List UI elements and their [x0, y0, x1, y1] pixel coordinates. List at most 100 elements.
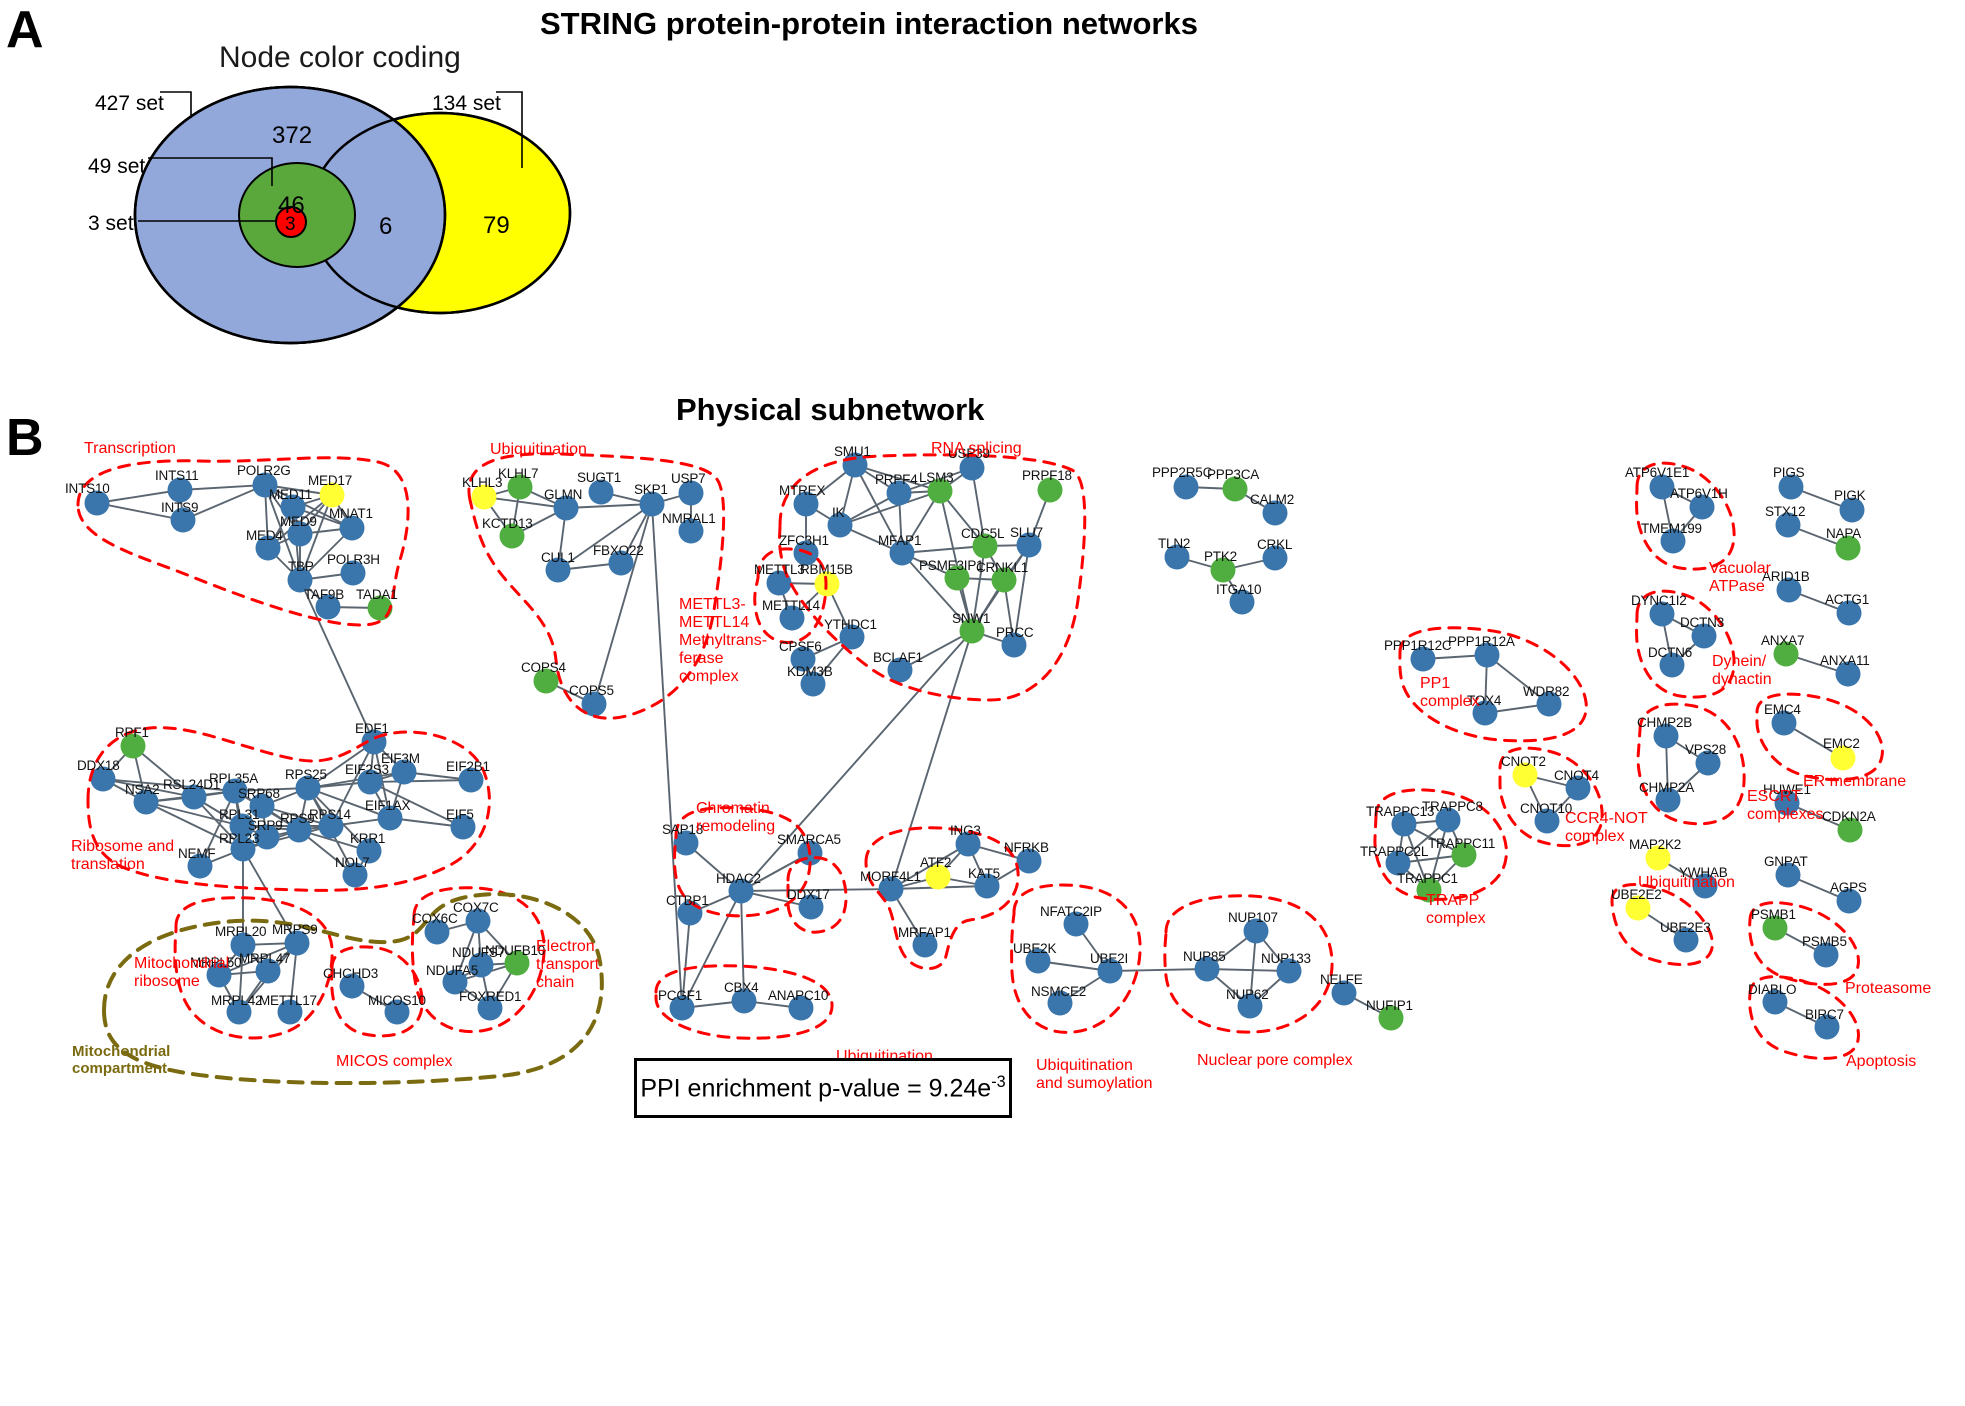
protein-node-slu7[interactable]: [1016, 532, 1042, 558]
protein-node-napa[interactable]: [1835, 535, 1861, 561]
protein-node-mrpl42[interactable]: [226, 999, 252, 1025]
protein-node-cops4[interactable]: [533, 668, 559, 694]
protein-node-nsa2[interactable]: [133, 789, 159, 815]
protein-node-ints9[interactable]: [170, 507, 196, 533]
protein-node-med17[interactable]: [319, 482, 345, 508]
protein-node-usp39[interactable]: [959, 455, 985, 481]
protein-node-med9[interactable]: [287, 521, 313, 547]
protein-node-cdc5l[interactable]: [972, 533, 998, 559]
protein-node-rsl24d1[interactable]: [181, 784, 207, 810]
protein-node-rpl23[interactable]: [230, 836, 256, 862]
protein-node-mtrex[interactable]: [793, 491, 819, 517]
protein-node-trappc1[interactable]: [1416, 877, 1442, 903]
protein-node-klhl3[interactable]: [471, 484, 497, 510]
protein-node-birc7[interactable]: [1814, 1014, 1840, 1040]
protein-node-nmral1[interactable]: [678, 518, 704, 544]
protein-node-mnat1[interactable]: [339, 515, 365, 541]
protein-node-wdr82[interactable]: [1536, 691, 1562, 717]
protein-node-cdkn2a[interactable]: [1837, 817, 1863, 843]
protein-node-ing3[interactable]: [955, 831, 981, 857]
protein-node-pcgf1[interactable]: [669, 995, 695, 1021]
protein-node-anapc10[interactable]: [788, 995, 814, 1021]
protein-node-dync1i2[interactable]: [1649, 601, 1675, 627]
protein-node-mettl3[interactable]: [766, 570, 792, 596]
protein-node-prpf4[interactable]: [886, 480, 912, 506]
protein-node-trappc2l[interactable]: [1385, 850, 1411, 876]
protein-node-tox4[interactable]: [1472, 700, 1498, 726]
protein-node-klhl7[interactable]: [507, 474, 533, 500]
protein-node-usp7[interactable]: [678, 480, 704, 506]
protein-node-eif2b1[interactable]: [458, 767, 484, 793]
protein-node-prpf18[interactable]: [1037, 477, 1063, 503]
protein-node-crkl[interactable]: [1262, 545, 1288, 571]
protein-node-rps25[interactable]: [295, 775, 321, 801]
protein-node-ddx17[interactable]: [798, 894, 824, 920]
protein-node-kctd13[interactable]: [499, 523, 525, 549]
protein-node-trappc8[interactable]: [1435, 807, 1461, 833]
protein-node-ube2e2[interactable]: [1625, 895, 1651, 921]
protein-node-kat5[interactable]: [974, 873, 1000, 899]
protein-node-med4[interactable]: [255, 535, 281, 561]
protein-node-ints10[interactable]: [84, 490, 110, 516]
protein-node-pigk[interactable]: [1839, 497, 1865, 523]
protein-node-psmb1[interactable]: [1762, 915, 1788, 941]
protein-node-cox7c[interactable]: [465, 908, 491, 934]
protein-node-cbx4[interactable]: [731, 988, 757, 1014]
protein-node-ndufs7[interactable]: [468, 952, 494, 978]
protein-node-cul1[interactable]: [545, 557, 571, 583]
protein-node-foxred1[interactable]: [477, 995, 503, 1021]
protein-node-map2k2[interactable]: [1645, 845, 1671, 871]
protein-node-ndufb10[interactable]: [504, 950, 530, 976]
protein-node-ywhab[interactable]: [1692, 873, 1718, 899]
protein-node-mfap1[interactable]: [889, 540, 915, 566]
protein-node-eif3m[interactable]: [391, 759, 417, 785]
protein-node-eif1ax[interactable]: [377, 805, 403, 831]
protein-node-fbxo22[interactable]: [608, 550, 634, 576]
protein-node-nup85[interactable]: [1194, 956, 1220, 982]
protein-node-tmem199[interactable]: [1660, 528, 1686, 554]
protein-node-rpl35a[interactable]: [222, 778, 248, 804]
protein-node-krr1[interactable]: [356, 838, 382, 864]
protein-node-rps9[interactable]: [286, 817, 312, 843]
protein-node-polr2g[interactable]: [252, 472, 278, 498]
protein-node-bclaf1[interactable]: [887, 657, 913, 683]
protein-node-ik[interactable]: [827, 512, 853, 538]
protein-node-eif2s3[interactable]: [357, 769, 383, 795]
protein-node-mettl17[interactable]: [277, 999, 303, 1025]
protein-node-ddx18[interactable]: [90, 766, 116, 792]
protein-node-nufip1[interactable]: [1378, 1005, 1404, 1031]
protein-node-srp9[interactable]: [254, 824, 280, 850]
protein-node-cnot4[interactable]: [1565, 775, 1591, 801]
protein-node-ndufa5[interactable]: [442, 969, 468, 995]
protein-node-mrpl20[interactable]: [230, 932, 256, 958]
protein-node-med11[interactable]: [280, 494, 306, 520]
protein-node-sugt1[interactable]: [588, 479, 614, 505]
protein-node-rpf1[interactable]: [120, 733, 146, 759]
protein-node-ube2i[interactable]: [1097, 958, 1123, 984]
protein-node-crnkl1[interactable]: [991, 567, 1017, 593]
protein-node-dctn3[interactable]: [1691, 623, 1717, 649]
protein-node-pigs[interactable]: [1778, 474, 1804, 500]
protein-node-actg1[interactable]: [1836, 600, 1862, 626]
protein-node-tln2[interactable]: [1164, 544, 1190, 570]
protein-node-ptk2[interactable]: [1210, 557, 1236, 583]
protein-node-ppp1r12a[interactable]: [1474, 642, 1500, 668]
protein-node-nup133[interactable]: [1276, 958, 1302, 984]
protein-node-ppp2r5c[interactable]: [1173, 474, 1199, 500]
protein-node-ythdc1[interactable]: [839, 624, 865, 650]
protein-node-nol7[interactable]: [342, 862, 368, 888]
protein-node-chchd3[interactable]: [339, 973, 365, 999]
protein-node-stx12[interactable]: [1775, 512, 1801, 538]
protein-node-mettl14[interactable]: [779, 605, 805, 631]
protein-node-glmn[interactable]: [553, 495, 579, 521]
protein-node-mrpl47[interactable]: [255, 958, 281, 984]
protein-node-arid1b[interactable]: [1776, 577, 1802, 603]
protein-node-morf4l1[interactable]: [878, 876, 904, 902]
protein-node-atp6v1e1[interactable]: [1649, 474, 1675, 500]
protein-node-atf2[interactable]: [925, 864, 951, 890]
protein-node-psmb5[interactable]: [1813, 942, 1839, 968]
protein-node-nelfe[interactable]: [1331, 980, 1357, 1006]
protein-node-rps14[interactable]: [318, 813, 344, 839]
protein-node-itga10[interactable]: [1229, 589, 1255, 615]
protein-node-nup62[interactable]: [1237, 993, 1263, 1019]
